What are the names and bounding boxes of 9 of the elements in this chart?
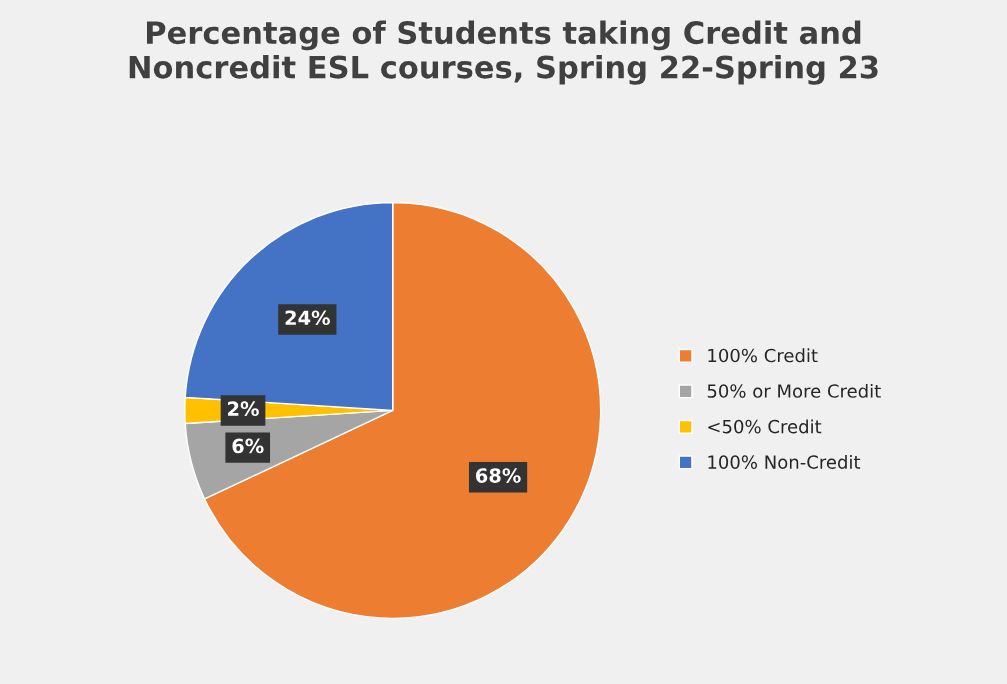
legend-label: 100% Credit	[708, 348, 818, 363]
legend-label: <50% Credit	[708, 419, 822, 434]
legend-label: 50% or More Credit	[707, 383, 881, 398]
data-label: 6%	[232, 438, 264, 454]
data-label: 68%	[476, 468, 521, 483]
legend-label: 100% Non-Credit	[708, 454, 861, 469]
data-label: 2%	[228, 401, 259, 417]
data-label: 24%	[285, 310, 330, 326]
chart-title: Percentage of Students taking Credit and Noncredit ESL courses, Spring 22-Spring 23	[129, 20, 878, 85]
